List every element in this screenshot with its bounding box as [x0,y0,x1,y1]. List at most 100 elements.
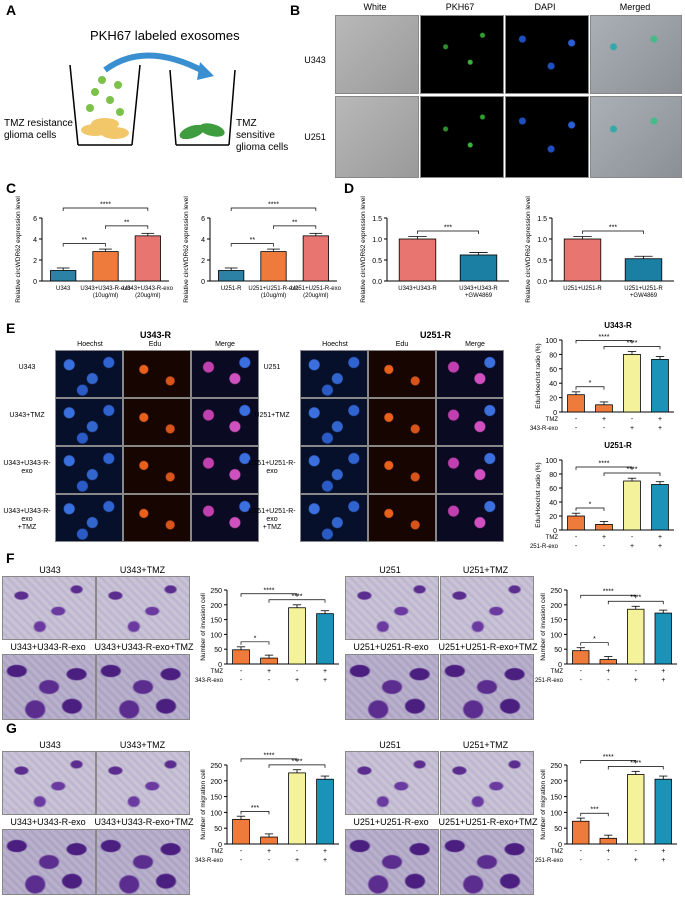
y-axis-label: Edu/Hoechst radio (%) [535,343,542,408]
sig-bracket [575,466,633,470]
row-sign: - [635,668,638,675]
y-axis-label: Relative circWDR62 expression level [525,196,532,303]
e-row-label: U251 [263,364,281,371]
y-tick-label: 1.5 [372,216,382,223]
row-label: TMZ [211,849,224,855]
f-r-3: U251+U251-R-exo+TMZ [438,642,538,652]
sig-bracket [417,230,479,234]
bar [232,818,250,845]
f-r-0: U251 [379,565,401,575]
sig-bracket [62,207,149,211]
sig-bracket [105,225,149,229]
bar [50,270,77,282]
g-r-3: U251+U251-R-exo+TMZ [438,817,538,827]
g-u343 [2,751,96,815]
e-micrograph [55,494,123,542]
y-tick-label: 0 [558,662,562,669]
e-micrograph [300,494,368,542]
sig-label: **** [264,752,275,759]
f-u251 [345,576,439,640]
y-tick-label: 6 [33,216,37,223]
y-tick-label: 250 [210,763,222,770]
row-sign: + [658,534,662,541]
f-u343-exo-tmz [96,654,190,720]
row-sign: + [606,668,610,675]
x-tick-label: U343+U343-R +GW4869 [459,286,498,299]
g-u251-exo-tmz [440,829,534,895]
row-u343: U343 [304,55,326,65]
col-merged: Merged [619,2,651,12]
row-label: TMZ [546,535,559,541]
y-tick-label: 20 [549,396,557,403]
sig-label: ** [250,237,256,244]
y-tick-label: 100 [545,458,557,465]
bar [572,650,590,665]
row-sign: + [323,857,327,864]
row-sign: + [630,425,634,432]
y-tick-label: 100 [210,632,222,639]
y-tick-label: 1.0 [537,237,547,244]
x-tick-label: U343+U343-R [398,286,437,292]
e1-e: Edu [148,341,162,348]
row-sign: - [296,668,299,675]
row-sign: - [603,543,606,550]
e-row-label: U343+TMZ [9,412,45,419]
f-u251-tmz [440,576,534,640]
bar [92,251,119,282]
row-sign: - [296,848,299,855]
sig-label: **** [603,589,614,596]
bar [651,359,669,413]
bar [567,515,585,531]
row-sign: + [323,668,327,675]
e-micrograph [436,350,504,398]
bar [623,480,641,531]
row-sign: + [658,425,662,432]
e-row-label: U251+U251-R-exo [248,460,296,475]
f-r-1: U251+TMZ [462,565,509,575]
chart-d1: 0.0 0.5 1.0 1.5 Relative circWDR62 expressio… [360,196,509,303]
e-micrograph [368,350,436,398]
bar [595,524,613,531]
chart-d2: 0.0 0.5 1.0 1.5 Relative circWDR62 expressio… [525,196,674,303]
e-micrograph [55,446,123,494]
y-tick-label: 50 [554,826,562,833]
e-row-label: U343+U343-R-exo +TMZ [3,508,51,531]
sig-bracket [607,600,664,605]
row-sign: + [661,668,665,675]
g-l-1: U343+TMZ [119,740,166,750]
sig-bracket [580,594,637,599]
e-micrograph [300,350,368,398]
y-tick-label: 1.5 [537,216,547,223]
bar [232,649,250,665]
y-tick-label: 0 [558,842,562,849]
chart-title: U251-R [604,441,632,450]
sig-label: **** [100,202,111,209]
b-u343-pkh67 [420,15,504,94]
e-micrograph [300,446,368,494]
row-sign: - [240,857,243,864]
y-tick-label: 250 [550,763,562,770]
e-micrograph [191,494,259,542]
row-label: TMZ [551,669,564,675]
bar [459,254,498,282]
e-micrograph [191,446,259,494]
row-label: TMZ [551,849,564,855]
panel-label-e: E [6,320,16,336]
bar [134,235,161,282]
row-sign: - [580,668,583,675]
y-tick-label: 0 [33,279,37,286]
row-sign: + [661,857,665,864]
row-sign: + [634,677,638,684]
e-micrograph [368,494,436,542]
sig-bracket [240,758,298,762]
sig-label: * [593,636,596,643]
b-u251-dapi [505,96,589,178]
sig-bracket [607,766,664,770]
y-tick-label: 2 [201,258,205,265]
sig-bracket [575,386,605,390]
e-micrograph [368,446,436,494]
y-tick-label: 200 [210,603,222,610]
